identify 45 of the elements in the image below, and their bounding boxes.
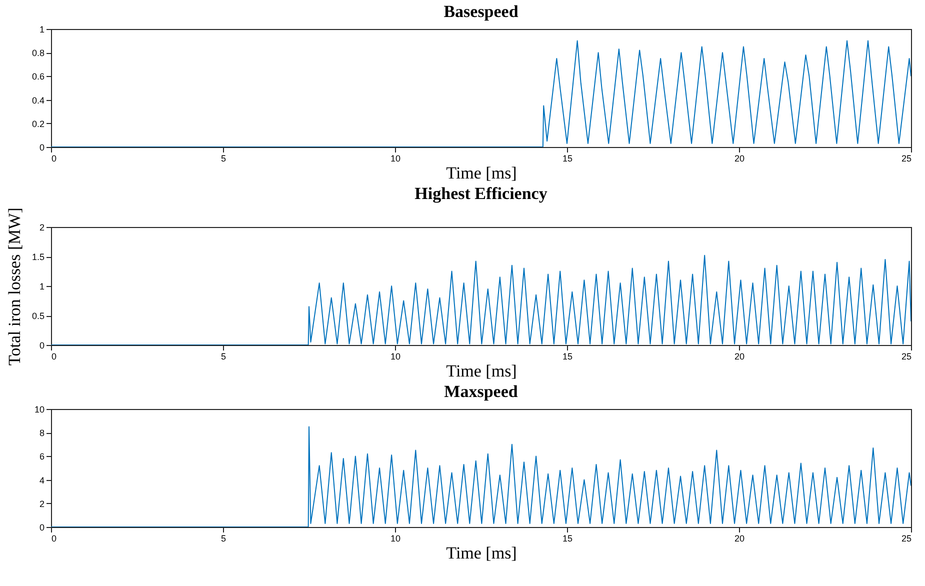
x-tick-label: 10 bbox=[390, 352, 401, 362]
y-tick-label: 0 bbox=[39, 340, 44, 350]
x-tick-label: 20 bbox=[734, 154, 745, 164]
y-tick-label: 4 bbox=[39, 475, 44, 486]
y-tick-label: 2 bbox=[39, 222, 44, 232]
x-tick-label: 10 bbox=[390, 154, 401, 164]
y-tick-label: 1 bbox=[39, 282, 44, 292]
y-tick-label: 0.2 bbox=[32, 118, 44, 129]
x-tick-label: 5 bbox=[220, 534, 226, 544]
x-tick-label: 25 bbox=[901, 352, 912, 362]
x-tick-label: 5 bbox=[220, 352, 226, 362]
line-series bbox=[51, 40, 911, 147]
y-tick-label: 10 bbox=[34, 404, 44, 414]
x-axis-title: Time [ms] bbox=[446, 362, 517, 380]
y-tick-label: 0 bbox=[39, 142, 44, 152]
y-tick-label: 0 bbox=[39, 522, 44, 532]
x-tick-label: 15 bbox=[562, 154, 573, 164]
x-tick-label: 10 bbox=[390, 534, 401, 544]
y-tick-label: 2 bbox=[39, 498, 44, 509]
y-tick-label: 6 bbox=[39, 452, 44, 462]
x-tick-label: 0 bbox=[52, 154, 57, 164]
x-axis-title: Time [ms] bbox=[446, 544, 517, 562]
y-tick-label: 1 bbox=[39, 24, 44, 34]
x-tick-label: 25 bbox=[901, 534, 912, 544]
x-tick-label: 15 bbox=[562, 534, 573, 544]
y-axis-title: Total iron losses [MW] bbox=[4, 208, 24, 366]
chart-title: Highest Efficiency bbox=[414, 184, 548, 204]
y-tick-label: 8 bbox=[39, 428, 44, 438]
chart-title: Basespeed bbox=[444, 2, 519, 21]
x-tick-label: 20 bbox=[734, 352, 745, 362]
x-axis-title: Time [ms] bbox=[446, 164, 517, 182]
y-tick-label: 0.5 bbox=[32, 311, 44, 321]
x-tick-label: 25 bbox=[901, 154, 912, 164]
x-tick-label: 0 bbox=[52, 534, 57, 544]
line-series bbox=[51, 254, 911, 345]
chart-title: Maxspeed bbox=[444, 382, 518, 401]
x-tick-label: 5 bbox=[220, 154, 226, 164]
y-tick-label: 1.5 bbox=[32, 252, 44, 262]
x-tick-label: 15 bbox=[562, 352, 573, 362]
x-tick-label: 0 bbox=[52, 352, 57, 362]
line-series bbox=[51, 426, 911, 527]
y-tick-label: 0.4 bbox=[32, 95, 44, 106]
y-tick-label: 0.8 bbox=[32, 48, 44, 58]
y-tick-label: 0.6 bbox=[32, 72, 44, 82]
x-tick-label: 20 bbox=[734, 534, 745, 544]
